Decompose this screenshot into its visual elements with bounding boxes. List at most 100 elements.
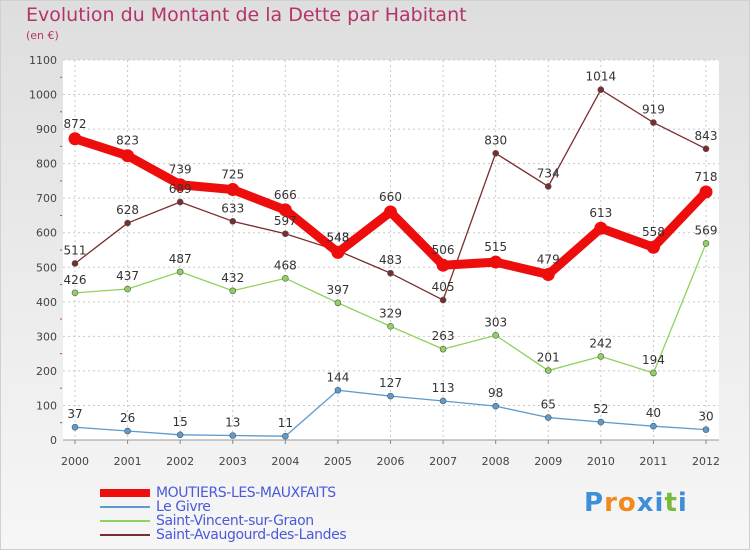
y-tick-label: 1100 (29, 54, 57, 67)
data-point (229, 218, 237, 225)
data-point (71, 260, 79, 267)
data-point (650, 119, 657, 126)
y-tick-label: 1000 (29, 89, 57, 102)
data-label: 597 (274, 214, 297, 228)
data-point (176, 268, 184, 276)
data-point (387, 392, 394, 400)
data-label: 666 (274, 188, 297, 202)
data-label: 872 (64, 117, 87, 131)
data-point (439, 296, 447, 304)
data-label: 830 (484, 133, 507, 147)
data-label: 487 (169, 252, 192, 266)
x-tick-label: 2006 (377, 455, 405, 468)
data-point (492, 149, 499, 157)
logo-letter: P (584, 488, 605, 518)
label-layer: 37 26 15 13 11 144 127 113 98 65 52 40 30 426 437 487 43… (64, 70, 718, 430)
legend-swatch (100, 506, 150, 508)
chart-title: Evolution du Montant de la Dette par Hab… (26, 4, 467, 26)
data-point (699, 185, 713, 199)
series-2 (71, 240, 710, 377)
data-label: 569 (695, 223, 718, 237)
data-point (544, 367, 552, 374)
data-point (702, 145, 710, 153)
y-tick-label: 900 (36, 123, 57, 136)
data-point (597, 353, 605, 360)
x-tick-label: 2010 (587, 455, 615, 468)
x-tick-label: 2007 (429, 455, 457, 468)
data-point (436, 258, 450, 272)
logo-letter: i (677, 488, 688, 518)
data-label: 543 (326, 230, 349, 244)
data-label: 397 (326, 283, 349, 297)
y-tick-label: 100 (36, 399, 57, 412)
data-label: 26 (120, 411, 135, 425)
legend-label: Saint-Vincent-sur-Graon (156, 513, 314, 529)
x-tick-label: 2005 (324, 455, 352, 468)
y-tick-label: 0 (50, 434, 57, 447)
data-label: 432 (221, 271, 244, 285)
data-label: 919 (642, 103, 665, 117)
data-label: 843 (695, 129, 718, 143)
data-point (544, 183, 552, 190)
series-3 (71, 86, 710, 304)
data-point (541, 268, 555, 282)
data-label: 242 (589, 336, 612, 350)
y-tick-label: 500 (36, 261, 57, 274)
data-label: 633 (221, 201, 244, 215)
data-point (492, 332, 499, 339)
grid-layer (63, 59, 719, 441)
data-point (331, 245, 345, 259)
data-label: 329 (379, 306, 402, 320)
data-label: 515 (484, 240, 507, 254)
data-point (173, 178, 187, 192)
data-label: 739 (169, 163, 192, 177)
data-point (650, 422, 657, 430)
x-tick-label: 2000 (61, 455, 89, 468)
data-label: 548 (326, 231, 349, 245)
y-tick-label: 400 (36, 296, 57, 309)
data-label: 127 (379, 376, 402, 390)
data-label: 479 (537, 253, 560, 267)
data-label: 52 (593, 402, 608, 416)
data-label: 437 (116, 269, 139, 283)
x-tick-label: 2004 (271, 455, 299, 468)
data-point (597, 418, 605, 426)
data-point (387, 323, 394, 330)
data-point (492, 402, 499, 410)
logo-letter: r (604, 488, 618, 518)
data-label: 558 (642, 225, 665, 239)
data-point (384, 205, 397, 219)
data-point (278, 203, 292, 217)
data-point (229, 287, 237, 295)
x-tick-label: 2001 (114, 455, 142, 468)
x-tick-label: 2008 (482, 455, 510, 468)
data-label: 11 (278, 416, 293, 430)
data-point (282, 230, 289, 238)
data-point (124, 285, 131, 293)
data-label: 405 (432, 280, 455, 294)
data-point (71, 289, 79, 297)
data-point (176, 198, 184, 206)
data-label: 613 (589, 206, 612, 220)
data-point (226, 183, 240, 197)
data-label: 40 (646, 406, 661, 420)
x-tick-label: 2009 (534, 455, 562, 468)
data-point (702, 240, 710, 247)
proxiti-logo: Proxiti (584, 488, 688, 518)
data-point (439, 397, 447, 405)
data-label: 660 (379, 190, 402, 204)
data-point (544, 414, 552, 421)
data-point (597, 86, 605, 94)
data-label: 113 (432, 381, 455, 395)
data-label: 65 (541, 398, 556, 412)
x-tick-label: 2011 (639, 455, 667, 468)
data-label: 506 (432, 243, 455, 257)
data-point (68, 132, 82, 146)
data-label: 194 (642, 353, 665, 367)
legend-label: MOUTIERS-LES-MAUXFAITS (156, 485, 336, 501)
logo-letter: x (636, 488, 655, 518)
x-tick-label: 2002 (166, 455, 194, 468)
data-point (334, 386, 342, 394)
data-point (650, 369, 657, 377)
